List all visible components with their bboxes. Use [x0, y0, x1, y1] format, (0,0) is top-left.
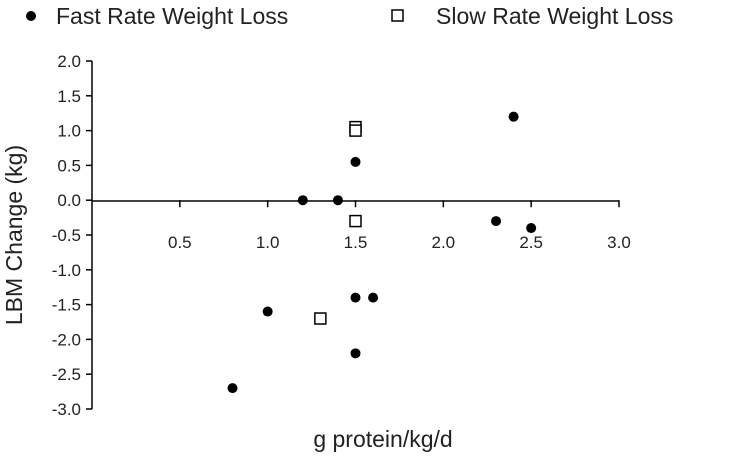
data-point-slow — [349, 124, 362, 137]
x-tick-label: 1.5 — [344, 233, 368, 252]
y-tick-label: -1.0 — [52, 261, 81, 280]
legend: Fast Rate Weight Loss Slow Rate Weight L… — [26, 3, 673, 29]
x-tick-label: 0.5 — [168, 233, 192, 252]
y-tick-label: 2.0 — [57, 52, 81, 71]
data-point-fast — [297, 195, 308, 206]
y-tick-label: -3.0 — [52, 400, 81, 419]
data-point-slow — [314, 312, 327, 325]
y-axis-title: LBM Change (kg) — [1, 145, 27, 325]
data-point-fast — [526, 223, 537, 234]
x-tick-label: 1.0 — [256, 233, 280, 252]
data-points — [227, 111, 537, 394]
y-tick-label: 0.0 — [57, 191, 81, 210]
x-tick-label: 3.0 — [607, 233, 631, 252]
y-tick-label: -2.5 — [52, 365, 81, 384]
x-tick-label: 2.0 — [432, 233, 456, 252]
y-tick-label: 0.5 — [57, 156, 81, 175]
data-point-fast — [491, 216, 502, 227]
data-point-fast — [262, 306, 273, 317]
legend-label-fast: Fast Rate Weight Loss — [56, 3, 288, 29]
legend-label-slow: Slow Rate Weight Loss — [436, 3, 673, 29]
y-tick-label: -0.5 — [52, 226, 81, 245]
data-point-fast — [227, 383, 238, 394]
x-axis-title: g protein/kg/d — [313, 426, 452, 452]
data-point-fast — [350, 156, 361, 167]
y-tick-label: -1.5 — [52, 296, 81, 315]
x-tick-label: 2.5 — [519, 233, 543, 252]
legend-marker-slow — [391, 9, 404, 22]
y-tick-label: 1.0 — [57, 122, 81, 141]
y-tick-label: 1.5 — [57, 87, 81, 106]
y-ticks: 2.0 1.5 1.0 0.5 0.0 -0.5 -1.0 -1.5 -2.0 -2.5 -3.0 — [52, 52, 92, 419]
data-point-slow — [349, 214, 362, 228]
data-point-fast — [350, 292, 361, 303]
data-point-fast — [368, 292, 379, 303]
y-tick-label: -2.0 — [52, 330, 81, 349]
data-point-fast — [350, 348, 361, 359]
data-point-fast — [508, 111, 519, 122]
data-point-fast — [332, 195, 343, 206]
legend-marker-fast — [26, 11, 36, 21]
x-ticks: 0.5 1.0 1.5 2.0 2.5 3.0 — [168, 200, 631, 252]
